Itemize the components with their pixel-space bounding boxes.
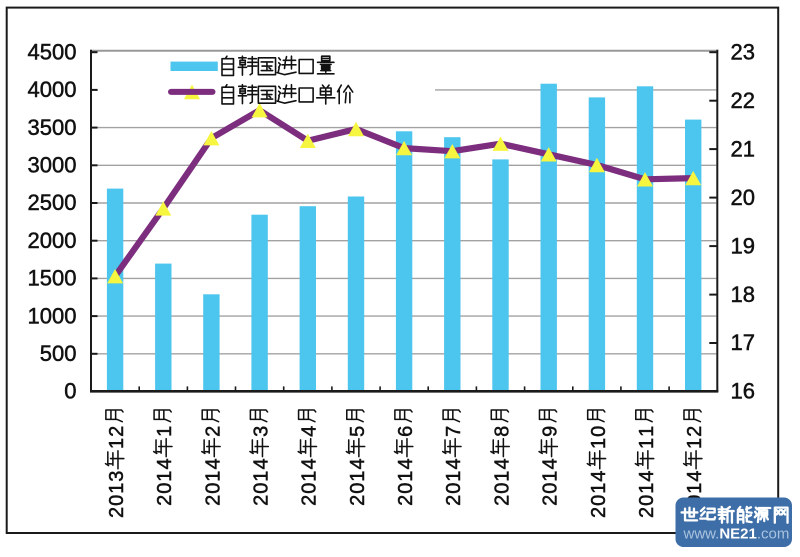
svg-text:0: 0: [491, 483, 513, 494]
svg-text:4: 4: [540, 458, 562, 469]
svg-text:0: 0: [588, 426, 610, 437]
svg-text:2: 2: [202, 426, 224, 437]
svg-text:4: 4: [491, 458, 513, 469]
svg-text:4: 4: [347, 458, 369, 469]
svg-text:2: 2: [299, 495, 321, 506]
svg-text:0: 0: [588, 495, 610, 506]
svg-text:2: 2: [636, 507, 658, 518]
svg-text:2000: 2000: [28, 228, 77, 253]
svg-text:3: 3: [251, 426, 273, 437]
svg-text:2: 2: [106, 426, 128, 437]
svg-text:0: 0: [347, 483, 369, 494]
svg-text:6: 6: [395, 426, 417, 437]
svg-text:2: 2: [347, 495, 369, 506]
svg-text:1: 1: [251, 471, 273, 482]
svg-text:23: 23: [731, 39, 755, 64]
svg-text:1: 1: [443, 471, 465, 482]
svg-text:2: 2: [106, 507, 128, 518]
svg-text:1: 1: [106, 438, 128, 449]
svg-text:0: 0: [106, 495, 128, 506]
svg-text:1: 1: [202, 471, 224, 482]
svg-text:4: 4: [299, 458, 321, 469]
svg-text:1: 1: [684, 483, 706, 494]
svg-text:0: 0: [202, 483, 224, 494]
svg-text:0: 0: [299, 483, 321, 494]
svg-text:4: 4: [202, 458, 224, 469]
svg-text:17: 17: [731, 330, 755, 355]
svg-text:2: 2: [443, 495, 465, 506]
svg-text:3: 3: [106, 471, 128, 482]
svg-text:0: 0: [443, 483, 465, 494]
svg-text:0: 0: [540, 483, 562, 494]
svg-text:500: 500: [40, 341, 77, 366]
svg-text:2500: 2500: [28, 190, 77, 215]
svg-text:0: 0: [395, 483, 417, 494]
svg-text:7: 7: [443, 426, 465, 437]
svg-text:2: 2: [588, 507, 610, 518]
svg-text:1: 1: [636, 483, 658, 494]
svg-text:4: 4: [443, 458, 465, 469]
svg-text:19: 19: [731, 233, 755, 258]
svg-text:4500: 4500: [28, 39, 77, 64]
svg-text:4: 4: [154, 458, 176, 469]
svg-text:1000: 1000: [28, 303, 77, 328]
svg-text:1: 1: [154, 471, 176, 482]
svg-text:4000: 4000: [28, 77, 77, 102]
svg-text:3500: 3500: [28, 115, 77, 140]
svg-text:21: 21: [731, 136, 755, 161]
svg-text:0: 0: [251, 483, 273, 494]
svg-text:1: 1: [347, 471, 369, 482]
svg-text:1: 1: [299, 471, 321, 482]
svg-text:9: 9: [540, 426, 562, 437]
svg-text:1: 1: [636, 426, 658, 437]
svg-text:1: 1: [154, 426, 176, 437]
svg-text:1: 1: [588, 438, 610, 449]
svg-text:2: 2: [684, 426, 706, 437]
svg-text:1: 1: [588, 483, 610, 494]
svg-text:2: 2: [540, 495, 562, 506]
svg-text:0: 0: [154, 483, 176, 494]
svg-text:22: 22: [731, 88, 755, 113]
svg-text:4: 4: [395, 458, 417, 469]
svg-text:1: 1: [106, 483, 128, 494]
svg-text:2: 2: [251, 495, 273, 506]
svg-text:1: 1: [491, 471, 513, 482]
svg-text:20: 20: [731, 185, 755, 210]
svg-text:0: 0: [64, 379, 76, 404]
svg-text:0: 0: [636, 495, 658, 506]
svg-text:18: 18: [731, 282, 755, 307]
svg-text:1: 1: [684, 438, 706, 449]
svg-text:3000: 3000: [28, 153, 77, 178]
svg-text:1: 1: [395, 471, 417, 482]
svg-text:8: 8: [491, 426, 513, 437]
svg-text:1: 1: [636, 438, 658, 449]
svg-text:4: 4: [684, 471, 706, 482]
svg-text:2: 2: [491, 495, 513, 506]
svg-text:4: 4: [251, 458, 273, 469]
svg-text:4: 4: [636, 471, 658, 482]
svg-text:4: 4: [588, 471, 610, 482]
svg-text:www.NE21.com: www.NE21.com: [683, 526, 790, 543]
svg-text:2: 2: [154, 495, 176, 506]
svg-text:5: 5: [347, 426, 369, 437]
svg-text:1: 1: [540, 471, 562, 482]
svg-text:16: 16: [731, 379, 755, 404]
svg-text:4: 4: [299, 426, 321, 437]
svg-text:2: 2: [395, 495, 417, 506]
svg-text:1500: 1500: [28, 266, 77, 291]
svg-text:2: 2: [202, 495, 224, 506]
